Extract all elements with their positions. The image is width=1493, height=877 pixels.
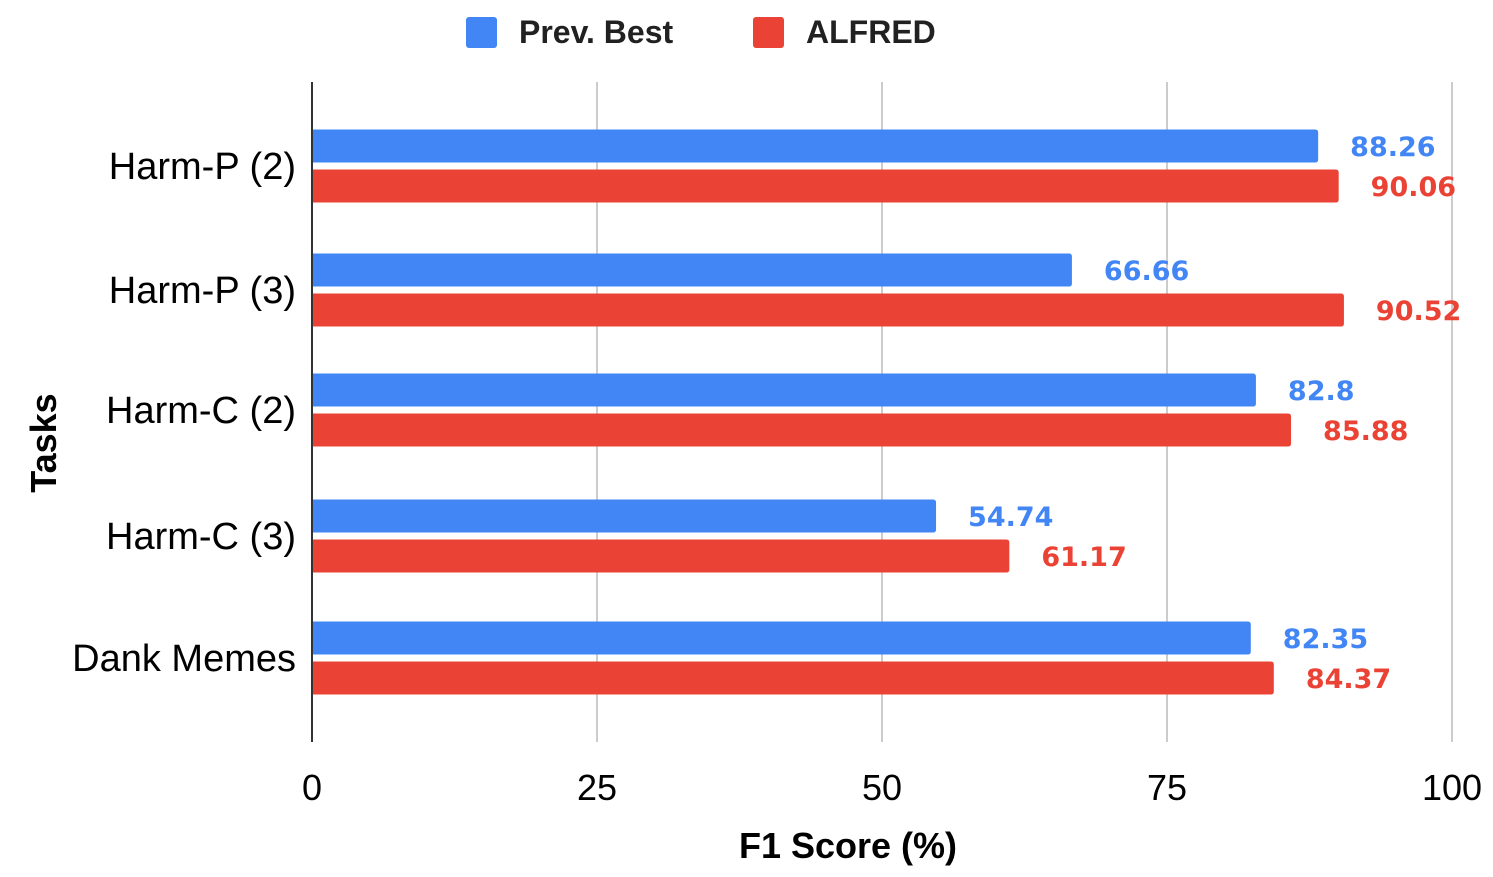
bar-alfred-dank-memes: [312, 661, 1274, 695]
bar-prev-best-harm-c-2: [312, 373, 1256, 407]
legend-swatch-prev-best: [466, 16, 497, 48]
x-tick-label-75: 75: [1147, 767, 1187, 808]
x-tick-label-0: 0: [302, 767, 322, 808]
category-label-harm-p-2: Harm-P (2): [109, 146, 296, 188]
data-label-alfred-harm-p-3: 90.52: [1376, 296, 1461, 327]
data-label-prev-best-harm-c-2: 82.8: [1288, 376, 1355, 407]
data-label-prev-best-harm-c-3: 54.74: [968, 502, 1053, 533]
data-label-alfred-harm-p-2: 90.06: [1371, 172, 1456, 203]
bar-alfred-harm-c-2: [312, 413, 1292, 447]
bar-prev-best-harm-p-2: [312, 129, 1319, 163]
bar-alfred-harm-c-3: [312, 539, 1010, 573]
legend: Prev. Best ALFRED: [0, 12, 1493, 52]
data-label-alfred-harm-c-2: 85.88: [1323, 416, 1408, 447]
bar-prev-best-harm-p-3: [312, 253, 1072, 287]
legend-swatch-alfred: [753, 16, 784, 48]
category-label-harm-p-3: Harm-P (3): [109, 270, 296, 312]
legend-label-prev-best: Prev. Best: [519, 13, 674, 50]
legend-item-prev-best: Prev. Best: [466, 12, 673, 52]
x-tick-label-100: 100: [1422, 767, 1482, 808]
y-axis-title: Tasks: [23, 393, 64, 492]
category-label-harm-c-2: Harm-C (2): [106, 390, 296, 432]
legend-label-alfred: ALFRED: [806, 13, 936, 50]
data-label-prev-best-dank-memes: 82.35: [1283, 624, 1368, 655]
bar-prev-best-harm-c-3: [312, 499, 937, 533]
data-label-prev-best-harm-p-2: 88.26: [1350, 132, 1435, 163]
x-tick-label-25: 25: [577, 767, 617, 808]
bar-alfred-harm-p-2: [312, 169, 1339, 203]
bar-alfred-harm-p-3: [312, 293, 1344, 327]
legend-item-alfred: ALFRED: [753, 12, 936, 52]
data-label-alfred-harm-c-3: 61.17: [1041, 542, 1126, 573]
data-label-prev-best-harm-p-3: 66.66: [1104, 256, 1189, 287]
labels: 0 25 50 75 100 88.26 90.06 Harm-P (2) 66.66 90.52…: [72, 132, 1482, 808]
category-label-harm-c-3: Harm-C (3): [106, 516, 296, 558]
data-label-alfred-dank-memes: 84.37: [1306, 664, 1391, 695]
bar-prev-best-dank-memes: [312, 621, 1251, 655]
x-tick-label-50: 50: [862, 767, 902, 808]
bars: [312, 129, 1344, 695]
x-axis-title: F1 Score (%): [739, 825, 957, 866]
category-label-dank-memes: Dank Memes: [72, 638, 296, 680]
